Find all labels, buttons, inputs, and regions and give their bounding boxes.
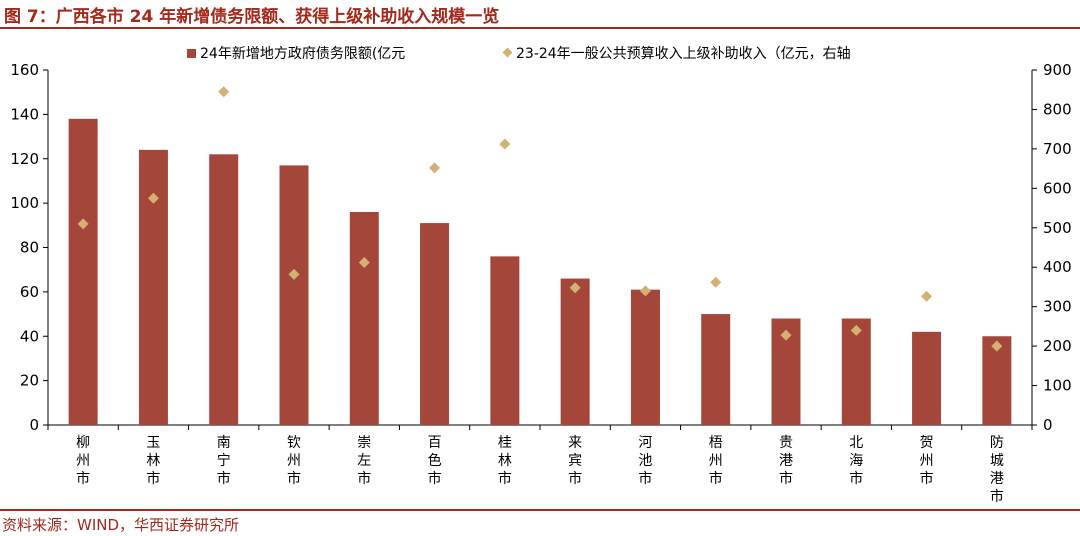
left-tick-label: 80	[20, 239, 39, 257]
marker-point	[780, 329, 792, 341]
x-tick-label: 南宁市	[217, 435, 231, 487]
bar	[349, 212, 379, 425]
legend-marker-label: 23-24年一般公共预算收入上级补助收入（亿元，右轴	[516, 46, 851, 62]
legend-marker-swatch	[502, 47, 513, 58]
marker-point	[288, 268, 300, 280]
x-tick-label: 柳州市	[76, 434, 90, 487]
bar	[912, 331, 942, 425]
x-tick-label: 玉林市	[146, 435, 160, 487]
right-tick-label: 700	[1043, 140, 1072, 158]
legend: 24年新增地方政府债务限额(亿元 23-24年一般公共预算收入上级补助收入（亿元…	[187, 46, 851, 62]
legend-bar-label: 24年新增地方政府债务限额(亿元	[200, 46, 405, 62]
x-tick-label: 梧州市	[709, 435, 723, 487]
figure-title: 图 7：广西各市 24 年新增债务限额、获得上级补助收入规模一览	[4, 7, 500, 27]
x-tick-label: 河池市	[638, 435, 652, 487]
x-tick-label: 防城港市	[990, 435, 1004, 505]
marker-point	[499, 138, 511, 150]
x-tick-label: 百色市	[428, 435, 442, 487]
bar	[68, 118, 98, 425]
right-tick-label: 800	[1043, 100, 1072, 118]
bar	[630, 289, 660, 425]
x-tick-label: 北海市	[849, 435, 863, 487]
marker-point	[218, 86, 230, 98]
marker-point	[358, 256, 370, 268]
bar	[490, 256, 520, 425]
left-tick-label: 100	[10, 194, 39, 212]
bar	[701, 314, 731, 425]
x-tick-label: 钦州市	[287, 435, 301, 487]
left-tick-label: 60	[20, 283, 39, 301]
chart: 24年新增地方政府债务限额(亿元 23-24年一般公共预算收入上级补助收入（亿元…	[10, 46, 1071, 505]
right-tick-label: 600	[1043, 179, 1072, 197]
footer-rule	[0, 509, 1080, 511]
right-tick-label: 100	[1043, 377, 1072, 395]
title-rule	[0, 27, 1080, 29]
left-tick-label: 0	[29, 416, 39, 434]
marker-point	[991, 340, 1003, 352]
right-tick-label: 500	[1043, 219, 1072, 237]
marker-point	[429, 162, 441, 174]
bar	[279, 165, 309, 425]
source-note: 资料来源：WIND，华西证券研究所	[2, 516, 240, 534]
left-tick-label: 120	[10, 150, 39, 168]
left-tick-label: 140	[10, 105, 39, 123]
x-tick-label: 桂林市	[498, 435, 512, 487]
bar	[841, 318, 871, 425]
x-tick-label: 崇左市	[357, 435, 371, 487]
bar	[138, 149, 168, 425]
legend-bar-swatch	[187, 49, 196, 58]
right-tick-label: 900	[1043, 61, 1072, 79]
marker-point	[77, 218, 89, 230]
plot-area: 0 20 40 60 80 100 120 140 160 0 100 200 300 400 500 600…	[10, 61, 1071, 505]
bar	[560, 278, 590, 425]
left-tick-label: 20	[20, 372, 39, 390]
left-tick-label: 160	[10, 61, 39, 79]
marker-point	[147, 192, 159, 204]
right-tick-label: 300	[1043, 298, 1072, 316]
right-tick-label: 0	[1043, 416, 1053, 434]
marker-point	[921, 290, 933, 302]
bar	[209, 154, 239, 425]
bar	[420, 223, 450, 425]
marker-point	[710, 276, 722, 288]
left-tick-label: 40	[20, 327, 39, 345]
x-tick-label: 来宾市	[568, 435, 582, 487]
marker-point	[569, 282, 581, 294]
right-tick-label: 200	[1043, 337, 1072, 355]
marker-point	[850, 324, 862, 336]
marker-point	[639, 285, 651, 297]
x-tick-label: 贺州市	[920, 435, 934, 487]
right-tick-label: 400	[1043, 258, 1072, 276]
x-tick-label: 贵港市	[779, 435, 793, 487]
